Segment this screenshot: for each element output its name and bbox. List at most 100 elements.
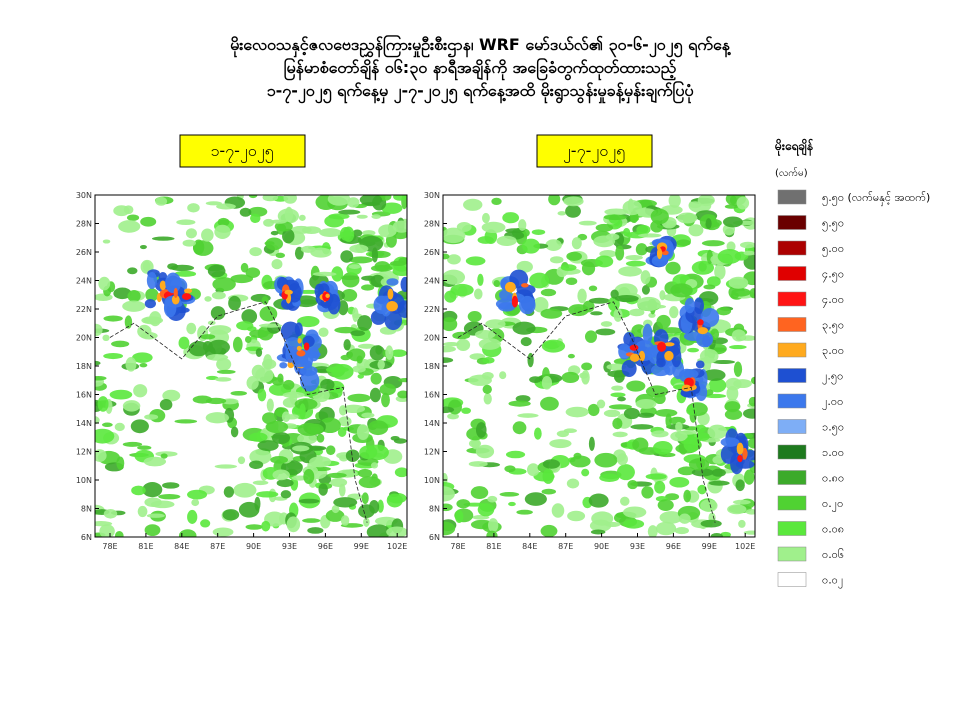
rain-area (669, 477, 690, 488)
rain-area (400, 276, 407, 292)
rain-area (443, 227, 466, 244)
legend-swatch (777, 470, 807, 485)
rain-area (325, 366, 349, 373)
rain-area (263, 354, 273, 370)
rain-area (615, 245, 625, 261)
rain-area (731, 329, 746, 342)
rain-area (729, 345, 747, 350)
rain-area (324, 214, 345, 228)
rain-area (714, 263, 726, 280)
rain-area (163, 299, 177, 318)
lat-label: 14N (424, 419, 440, 428)
rain-area (95, 449, 107, 462)
rain-area (691, 468, 714, 477)
rain-area (531, 229, 546, 235)
rain-area (369, 500, 380, 514)
rain-area (318, 327, 329, 337)
rain-area (245, 267, 261, 278)
rain-area (255, 348, 263, 357)
lon-label: 81E (138, 542, 153, 551)
legend-swatch (777, 189, 807, 205)
legend-label: ၁.၅၀ (822, 421, 844, 436)
rain-area (356, 214, 368, 219)
rain-area (463, 198, 483, 211)
rain-area (657, 499, 674, 511)
rain-area (343, 339, 351, 351)
rain-area (733, 361, 743, 377)
lat-label: 20N (424, 334, 440, 343)
rain-area (281, 411, 291, 423)
rain-area (627, 480, 638, 490)
rain-area (637, 412, 655, 418)
rain-area (676, 239, 691, 246)
rain-area (499, 371, 507, 380)
rain-area (443, 253, 450, 260)
rain-area (608, 404, 632, 410)
rain-area (357, 468, 373, 478)
rain-area (149, 311, 162, 327)
rain-area (600, 321, 613, 327)
rain-area (481, 221, 506, 234)
lat-label: 20N (76, 334, 92, 343)
rain-area (699, 348, 719, 364)
rain-area (270, 230, 279, 236)
rain-area (588, 285, 598, 292)
lon-label: 96E (666, 542, 681, 551)
lat-label: 26N (424, 248, 440, 257)
rain-area (674, 527, 689, 535)
rain-area (280, 490, 292, 499)
rain-area (299, 403, 306, 420)
rain-area (319, 228, 342, 238)
rain-area (359, 445, 378, 460)
rain-area (204, 296, 212, 302)
rain-area (214, 464, 238, 469)
rain-area (632, 437, 649, 452)
lon-label: 81E (486, 542, 501, 551)
rain-area (604, 208, 629, 216)
rain-area (178, 336, 190, 350)
lat-label: 6N (81, 533, 92, 542)
rain-area (192, 240, 214, 256)
rain-area (687, 347, 699, 353)
rain-area (205, 201, 222, 206)
rain-area (368, 250, 391, 259)
rain-area (443, 521, 456, 536)
rain-area (650, 208, 669, 225)
rain-area (747, 437, 755, 449)
rain-area (144, 298, 156, 309)
rain-area (473, 288, 483, 300)
rain-area (565, 277, 578, 286)
rain-area (590, 529, 606, 535)
lon-label: 99E (354, 542, 369, 551)
rain-area (133, 384, 148, 398)
lon-label: 87E (210, 542, 225, 551)
rain-area (511, 295, 519, 308)
rain-area (167, 263, 179, 270)
legend-swatch (777, 215, 807, 230)
rain-area (736, 196, 750, 210)
rain-area (217, 217, 230, 227)
lat-label: 30N (424, 191, 440, 200)
rain-area (102, 239, 111, 244)
rain-area (262, 195, 279, 202)
rain-area (616, 453, 628, 466)
coastline (109, 301, 368, 523)
rain-area (549, 439, 572, 449)
rain-area (671, 347, 682, 368)
rain-area (483, 393, 492, 405)
rain-area (736, 442, 744, 455)
rain-area (665, 413, 672, 428)
rain-area (636, 296, 661, 312)
lat-label: 28N (76, 220, 92, 229)
rain-area (520, 283, 529, 288)
rain-area (338, 483, 346, 497)
rain-area (97, 396, 109, 412)
rain-area (630, 424, 654, 430)
rain-area (670, 283, 693, 298)
rain-area (456, 499, 471, 509)
rain-area (303, 469, 315, 485)
rain-area (249, 460, 264, 470)
rain-area (443, 472, 448, 485)
rain-area (266, 398, 274, 412)
rain-area (187, 489, 208, 500)
